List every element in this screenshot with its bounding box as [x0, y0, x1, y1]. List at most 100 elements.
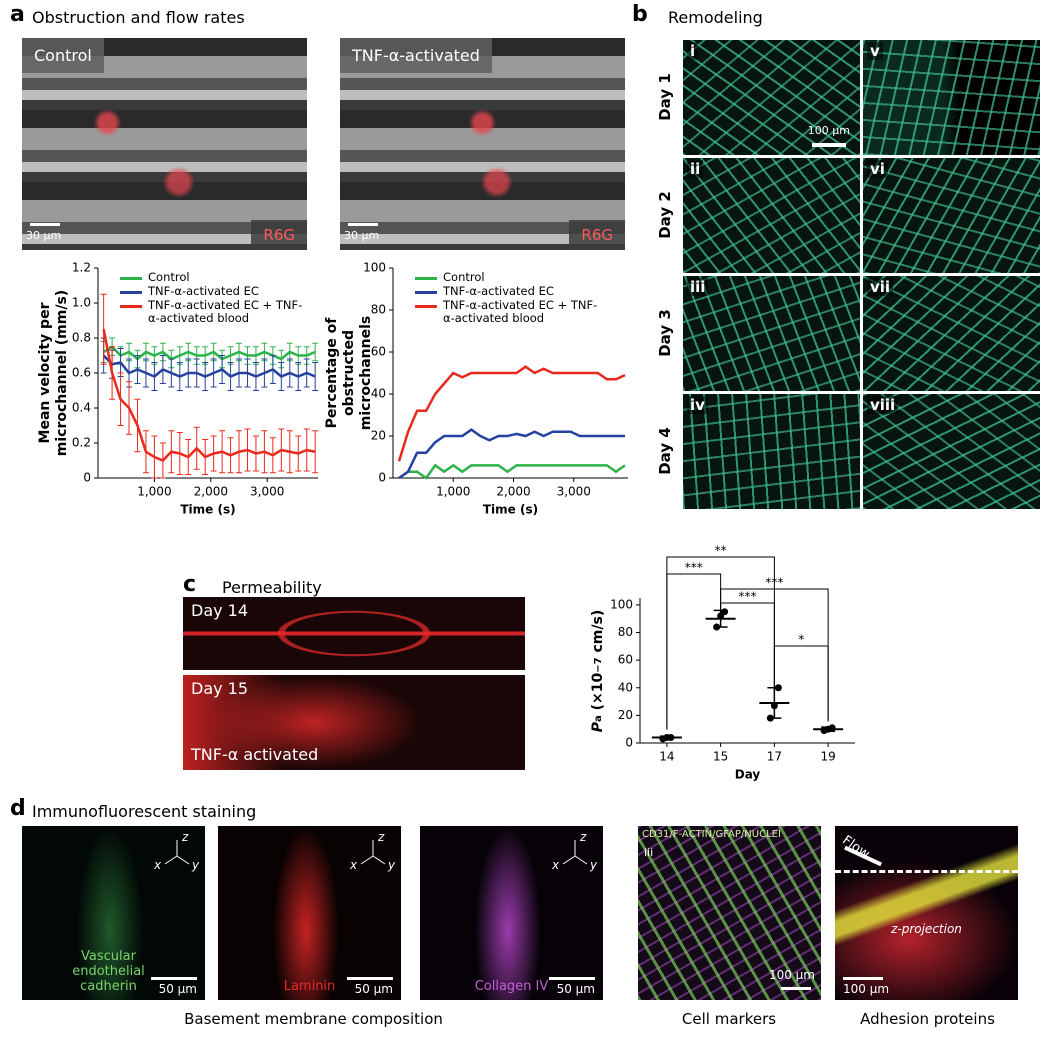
legend-swatch	[120, 291, 142, 294]
y-tick-label: 40	[618, 680, 633, 694]
panel-letter: d	[10, 796, 26, 821]
y-tick-label: 0.4	[72, 401, 91, 415]
significance-label: ***	[765, 576, 783, 590]
scale-label: 50 μm	[556, 982, 595, 996]
axis-label: z	[182, 830, 189, 844]
axis-label: y	[388, 858, 396, 872]
axis-label: x	[350, 858, 358, 872]
legend-label: Control	[148, 270, 190, 284]
x-tick-label: 3,000	[250, 485, 284, 499]
panel-letter: b	[632, 2, 648, 27]
scale-bar	[549, 977, 595, 980]
micrograph: Flow z-projection 100 μm	[835, 826, 1018, 1000]
series-line	[102, 329, 316, 462]
micrograph: z x y Laminin 50 μm	[218, 826, 401, 1000]
scale-label: 100 μm	[843, 982, 890, 996]
y-tick-label: 60	[371, 345, 386, 359]
panel-letter: c	[183, 572, 197, 597]
data-point	[667, 733, 675, 741]
y-axis-label-part: −7	[592, 656, 604, 673]
y-tick-label: 100	[363, 261, 386, 275]
x-tick-label: 3,000	[557, 485, 591, 499]
axis-triad: z x y	[152, 830, 202, 874]
panel-letter: a	[10, 2, 25, 27]
scale-label: 100 μm	[768, 968, 815, 982]
micrograph: v	[863, 40, 1040, 155]
x-axis-label: Time (s)	[483, 503, 538, 517]
legend-label: TNF-α-activated EC	[148, 284, 259, 298]
dashed-line	[835, 870, 1018, 873]
tile-label: viii	[867, 396, 899, 414]
scale-label: 50 μm	[354, 982, 393, 996]
scale-label: 100 μm	[807, 124, 850, 137]
axis-triad-lines	[164, 840, 190, 865]
image-label: Day 14	[191, 601, 249, 620]
legend-entry: TNF-α-activated EC	[120, 285, 310, 298]
axis-triad: z x y	[348, 830, 398, 874]
data-point	[713, 623, 721, 631]
day-label: Day 4	[656, 427, 674, 475]
panel-title: Obstruction and flow rates	[32, 8, 245, 27]
legend-label: TNF-α-activated EC + TNF-α-activated blo…	[443, 298, 598, 325]
significance-bracket	[720, 602, 775, 695]
stain-label: R6G	[569, 220, 625, 250]
y-tick-label: 40	[371, 387, 386, 401]
tile-label: v	[867, 42, 883, 60]
scale-bar	[812, 143, 846, 147]
y-tick-label: 0.8	[72, 331, 91, 345]
y-tick-label: 80	[371, 303, 386, 317]
y-tick-label: 1.0	[72, 296, 91, 310]
y-tick-label: 20	[371, 429, 386, 443]
legend-swatch	[415, 291, 437, 294]
micrograph: vi	[863, 158, 1040, 273]
micrograph: iii	[683, 276, 860, 391]
caption: Cell markers	[681, 1010, 777, 1028]
series-line	[398, 428, 625, 480]
y-axis-label-part: a	[592, 714, 604, 722]
data-point	[766, 714, 774, 722]
scale-label: 30 μm	[26, 229, 62, 242]
x-tick-label: 15	[713, 750, 728, 764]
y-axis-label: Mean velocity per microchannel (mm/s)	[37, 289, 70, 457]
y-tick-label: 0	[625, 736, 633, 750]
axis-triad: z x y	[550, 830, 600, 874]
significance-label: ***	[685, 561, 703, 575]
error-bar	[100, 293, 107, 365]
legend-label: TNF-α-activated EC + TNF-α-activated blo…	[148, 298, 303, 325]
axis-label: z	[580, 830, 587, 844]
axis-triad-lines	[360, 840, 386, 865]
series-line	[398, 463, 626, 480]
y-tick-label: 1.2	[72, 261, 91, 275]
stain-label: Laminin	[283, 979, 336, 994]
y-tick-label: 0	[83, 471, 91, 485]
scale-bar	[30, 223, 60, 226]
x-axis-label: Time (s)	[180, 503, 235, 517]
significance-bracket	[773, 645, 829, 722]
x-tick-label: 1,000	[137, 485, 171, 499]
x-tick-label: 19	[820, 750, 835, 764]
legend-swatch	[120, 277, 142, 280]
legend-entry: Control	[415, 271, 605, 284]
series-line	[397, 365, 626, 462]
day-label: Day 3	[656, 309, 674, 357]
micrograph: Control 30 μm R6G	[22, 38, 307, 250]
legend: Control TNF-α-activated EC TNF-α-activated…	[120, 271, 310, 326]
panel-title: Permeability	[222, 578, 322, 597]
tile-label: ii	[687, 160, 704, 178]
day-label: Day 2	[656, 191, 674, 239]
stain-label: Collagen IV	[474, 979, 549, 994]
tile-label: i	[687, 42, 699, 60]
y-tick-label: 80	[618, 625, 633, 639]
day-label: Day 1	[656, 73, 674, 121]
legend-entry: TNF-α-activated EC	[415, 285, 605, 298]
scale-bar	[781, 987, 811, 990]
y-tick-label: 60	[618, 653, 633, 667]
x-tick-label: 17	[767, 750, 782, 764]
micrograph: Day 14	[183, 597, 525, 670]
micrograph: z x y Vascular endothelial cadherin 50 μm	[22, 826, 205, 1000]
image-label: TNF-α-activated	[340, 38, 492, 73]
scale-label: 50 μm	[158, 982, 197, 996]
x-tick-label: 1,000	[436, 485, 470, 499]
